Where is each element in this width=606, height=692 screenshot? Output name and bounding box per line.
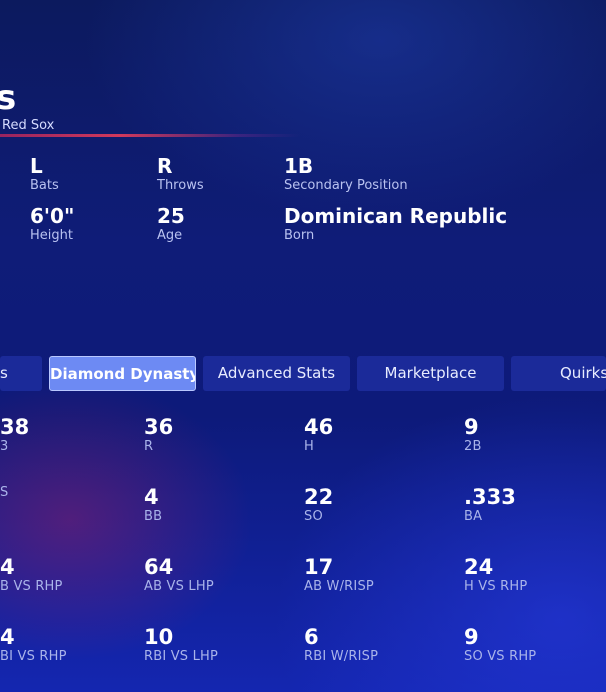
- stat-cell: 4 BB: [144, 485, 162, 525]
- stat-label: BB: [144, 509, 163, 524]
- stat-cell: 9 2B: [464, 415, 482, 455]
- stat-label: 2B: [464, 439, 482, 454]
- stat-label: AB W/RISP: [304, 579, 374, 594]
- stat-value: 22: [304, 485, 334, 509]
- bio-value: 6'0": [30, 204, 75, 228]
- bio-label: Height: [30, 228, 73, 243]
- stat-label: RBI W/RISP: [304, 649, 379, 664]
- stat-value: 17: [304, 555, 334, 579]
- stat-value: 4: [144, 485, 159, 509]
- stat-label: B VS RHP: [0, 579, 63, 594]
- stat-cell: 46 H: [304, 415, 333, 455]
- stat-cell: 38 3: [0, 415, 29, 455]
- bio-born: Dominican Republic Born: [284, 204, 507, 244]
- stat-label: BA: [464, 509, 483, 524]
- team-name: Red Sox: [2, 118, 55, 133]
- bio-value: R: [157, 154, 173, 178]
- stat-label: SO: [304, 509, 323, 524]
- stat-cell: 24 H VS RHP: [464, 555, 527, 595]
- bio-age: 25 Age: [157, 204, 185, 244]
- bio-secondary-position: 1B Secondary Position: [284, 154, 408, 194]
- bio-value: 25: [157, 204, 185, 228]
- stat-label: RBI VS LHP: [144, 649, 219, 664]
- stat-label: R: [144, 439, 154, 454]
- stat-value: 64: [144, 555, 174, 579]
- stat-cell: S: [0, 485, 8, 501]
- stat-value: .333: [464, 485, 516, 509]
- stat-value: 9: [464, 625, 479, 649]
- stat-value: 46: [304, 415, 334, 439]
- bio-value: L: [30, 154, 43, 178]
- tab-diamond-dynasty[interactable]: Diamond Dynasty: [49, 356, 196, 391]
- stat-label: AB VS LHP: [144, 579, 214, 594]
- stat-label: SO VS RHP: [464, 649, 537, 664]
- bio-label: Secondary Position: [284, 178, 408, 193]
- stat-value: 24: [464, 555, 494, 579]
- tab-partial[interactable]: s: [0, 356, 42, 391]
- stat-cell: 10 RBI VS LHP: [144, 625, 218, 665]
- stat-cell: 4 B VS RHP: [0, 555, 63, 595]
- stat-value: 10: [144, 625, 174, 649]
- stat-label: 3: [0, 439, 9, 454]
- bio-value: Dominican Republic: [284, 204, 508, 228]
- tab-quirks[interactable]: Quirks: [511, 356, 606, 391]
- tab-marketplace[interactable]: Marketplace: [357, 356, 504, 391]
- stat-cell: 22 SO: [304, 485, 333, 525]
- stat-cell: 9 SO VS RHP: [464, 625, 536, 665]
- tab-advanced-stats[interactable]: Advanced Stats: [203, 356, 350, 391]
- bio-bats: L Bats: [30, 154, 59, 194]
- stat-label: H VS RHP: [464, 579, 528, 594]
- player-name: s: [0, 78, 17, 118]
- stat-label: S: [0, 485, 9, 500]
- stat-value: 4: [0, 625, 15, 649]
- stat-cell: .333 BA: [464, 485, 516, 525]
- bio-label: Throws: [157, 178, 204, 193]
- bio-label: Age: [157, 228, 183, 243]
- stat-value: 4: [0, 555, 15, 579]
- bio-value: 1B: [284, 154, 314, 178]
- stat-cell: 4 BI VS RHP: [0, 625, 67, 665]
- stat-label: BI VS RHP: [0, 649, 67, 664]
- bio-label: Bats: [30, 178, 59, 193]
- bio-height: 6'0" Height: [30, 204, 74, 244]
- stat-cell: 36 R: [144, 415, 173, 455]
- bio-throws: R Throws: [157, 154, 204, 194]
- stat-value: 6: [304, 625, 319, 649]
- stat-label: H: [304, 439, 314, 454]
- stat-cell: 64 AB VS LHP: [144, 555, 214, 595]
- bio-label: Born: [284, 228, 315, 243]
- team-accent-line: [0, 134, 300, 137]
- stat-value: 9: [464, 415, 479, 439]
- stat-value: 38: [0, 415, 30, 439]
- stat-cell: 17 AB W/RISP: [304, 555, 374, 595]
- stat-cell: 6 RBI W/RISP: [304, 625, 378, 665]
- stat-value: 36: [144, 415, 174, 439]
